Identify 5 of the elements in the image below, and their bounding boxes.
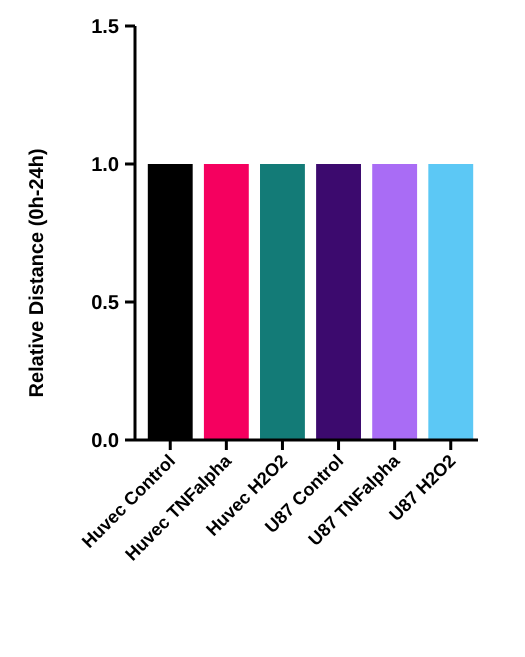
y-tick-label: 1.5: [91, 16, 119, 38]
y-axis-title: Relative Distance (0h-24h): [26, 148, 48, 398]
y-tick-label: 0.5: [91, 292, 119, 314]
y-tick-label: 0.0: [91, 430, 119, 452]
y-tick-label: 1.0: [91, 154, 119, 176]
